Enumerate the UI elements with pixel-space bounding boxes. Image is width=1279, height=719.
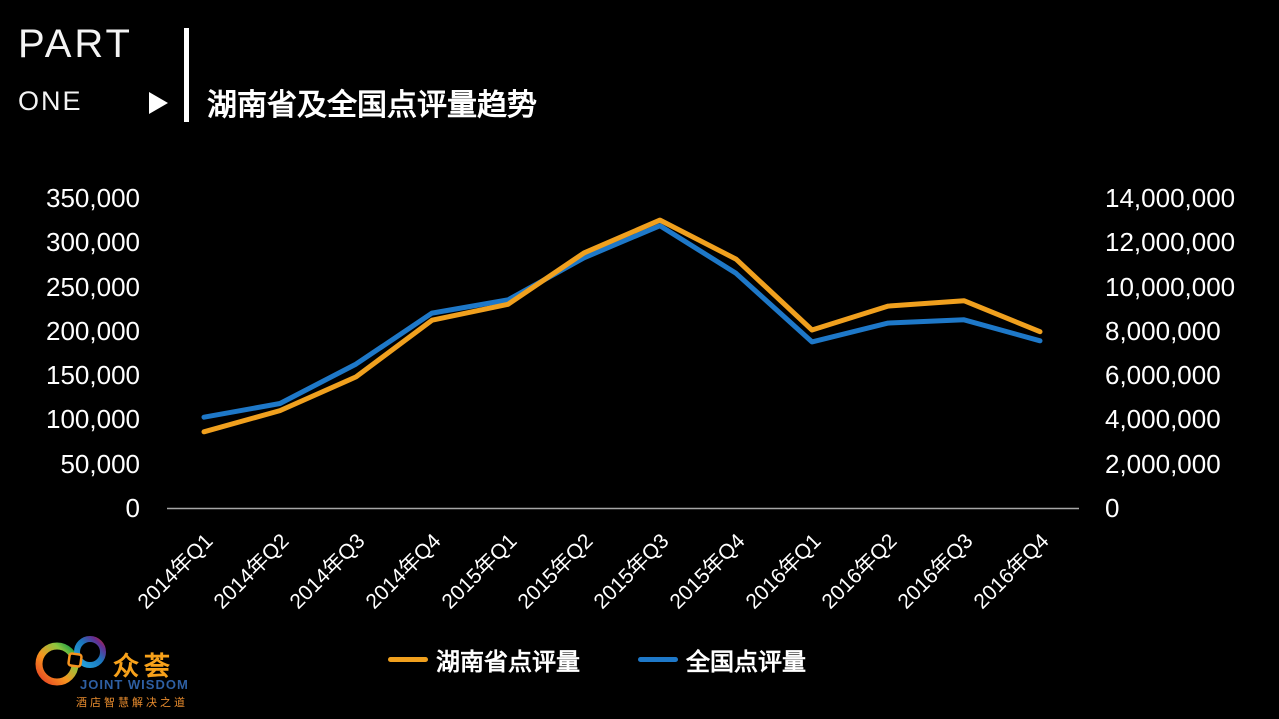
y-axis-right-tick: 12,000,000 bbox=[1105, 227, 1236, 258]
y-axis-right-tick: 10,000,000 bbox=[1105, 271, 1236, 302]
line-chart bbox=[167, 217, 1079, 510]
legend-item: 湖南省点评量 bbox=[388, 642, 580, 677]
logo-name-cn: 众荟 bbox=[113, 651, 176, 681]
x-axis-label: 2014年Q3 bbox=[285, 529, 370, 614]
x-axis-label: 2015年Q1 bbox=[437, 529, 522, 614]
legend-line-icon bbox=[638, 657, 678, 662]
y-axis-left-tick: 0 bbox=[125, 492, 140, 523]
x-axis-label: 2014年Q4 bbox=[361, 529, 446, 614]
x-axis-label: 2016年Q1 bbox=[741, 529, 826, 614]
x-axis-label: 2015年Q3 bbox=[589, 529, 674, 614]
x-axis-label: 2015年Q2 bbox=[513, 529, 598, 614]
y-axis-left-tick: 150,000 bbox=[46, 360, 140, 391]
x-axis-label: 2014年Q2 bbox=[209, 529, 294, 614]
page-title: 湖南省及全国点评量趋势 bbox=[207, 89, 537, 122]
part-label-line1: PART bbox=[18, 22, 133, 66]
y-axis-right-tick: 14,000,000 bbox=[1105, 183, 1236, 213]
header-divider bbox=[184, 28, 189, 122]
y-axis-left-tick: 50,000 bbox=[60, 448, 140, 479]
logo-tagline: 酒店智慧解决之道 bbox=[76, 697, 188, 709]
y-axis-right-tick: 4,000,000 bbox=[1105, 404, 1221, 435]
y-axis-left-tick: 300,000 bbox=[46, 227, 140, 258]
legend-label: 湖南省点评量 bbox=[436, 649, 580, 676]
x-axis-label: 2016年Q3 bbox=[893, 529, 978, 614]
legend-line-icon bbox=[388, 657, 428, 662]
x-axis-label: 2014年Q1 bbox=[133, 529, 218, 614]
arrow-right-icon bbox=[149, 92, 168, 114]
x-axis-label: 2016年Q4 bbox=[969, 529, 1054, 614]
infinity-logo-icon bbox=[35, 636, 106, 686]
chart-legend: 湖南省点评量 全国点评量 bbox=[0, 642, 1279, 677]
y-axis-right-tick: 8,000,000 bbox=[1105, 315, 1221, 346]
y-axis-right-tick: 2,000,000 bbox=[1105, 448, 1221, 479]
y-axis-left-tick: 100,000 bbox=[46, 404, 140, 435]
series-line-湖南省点评量 bbox=[201, 217, 1043, 435]
y-axis-left-tick: 250,000 bbox=[46, 271, 140, 302]
y-axis-right-tick: 0 bbox=[1105, 492, 1120, 523]
y-axis-left-tick: 200,000 bbox=[46, 315, 140, 346]
logo-name-en: JOINT WISDOM bbox=[80, 677, 189, 692]
x-axis-label: 2015年Q4 bbox=[665, 529, 750, 614]
series-line-全国点评量 bbox=[201, 223, 1043, 420]
joint-wisdom-logo: 众荟 JOINT WISDOM 酒店智慧解决之道 bbox=[32, 632, 212, 712]
y-axis-left-tick: 350,000 bbox=[46, 183, 140, 213]
legend-item: 全国点评量 bbox=[638, 642, 806, 677]
part-label-line2: ONE bbox=[18, 86, 83, 116]
legend-label: 全国点评量 bbox=[686, 649, 806, 676]
x-axis-label: 2016年Q2 bbox=[817, 529, 902, 614]
y-axis-right-tick: 6,000,000 bbox=[1105, 360, 1221, 391]
